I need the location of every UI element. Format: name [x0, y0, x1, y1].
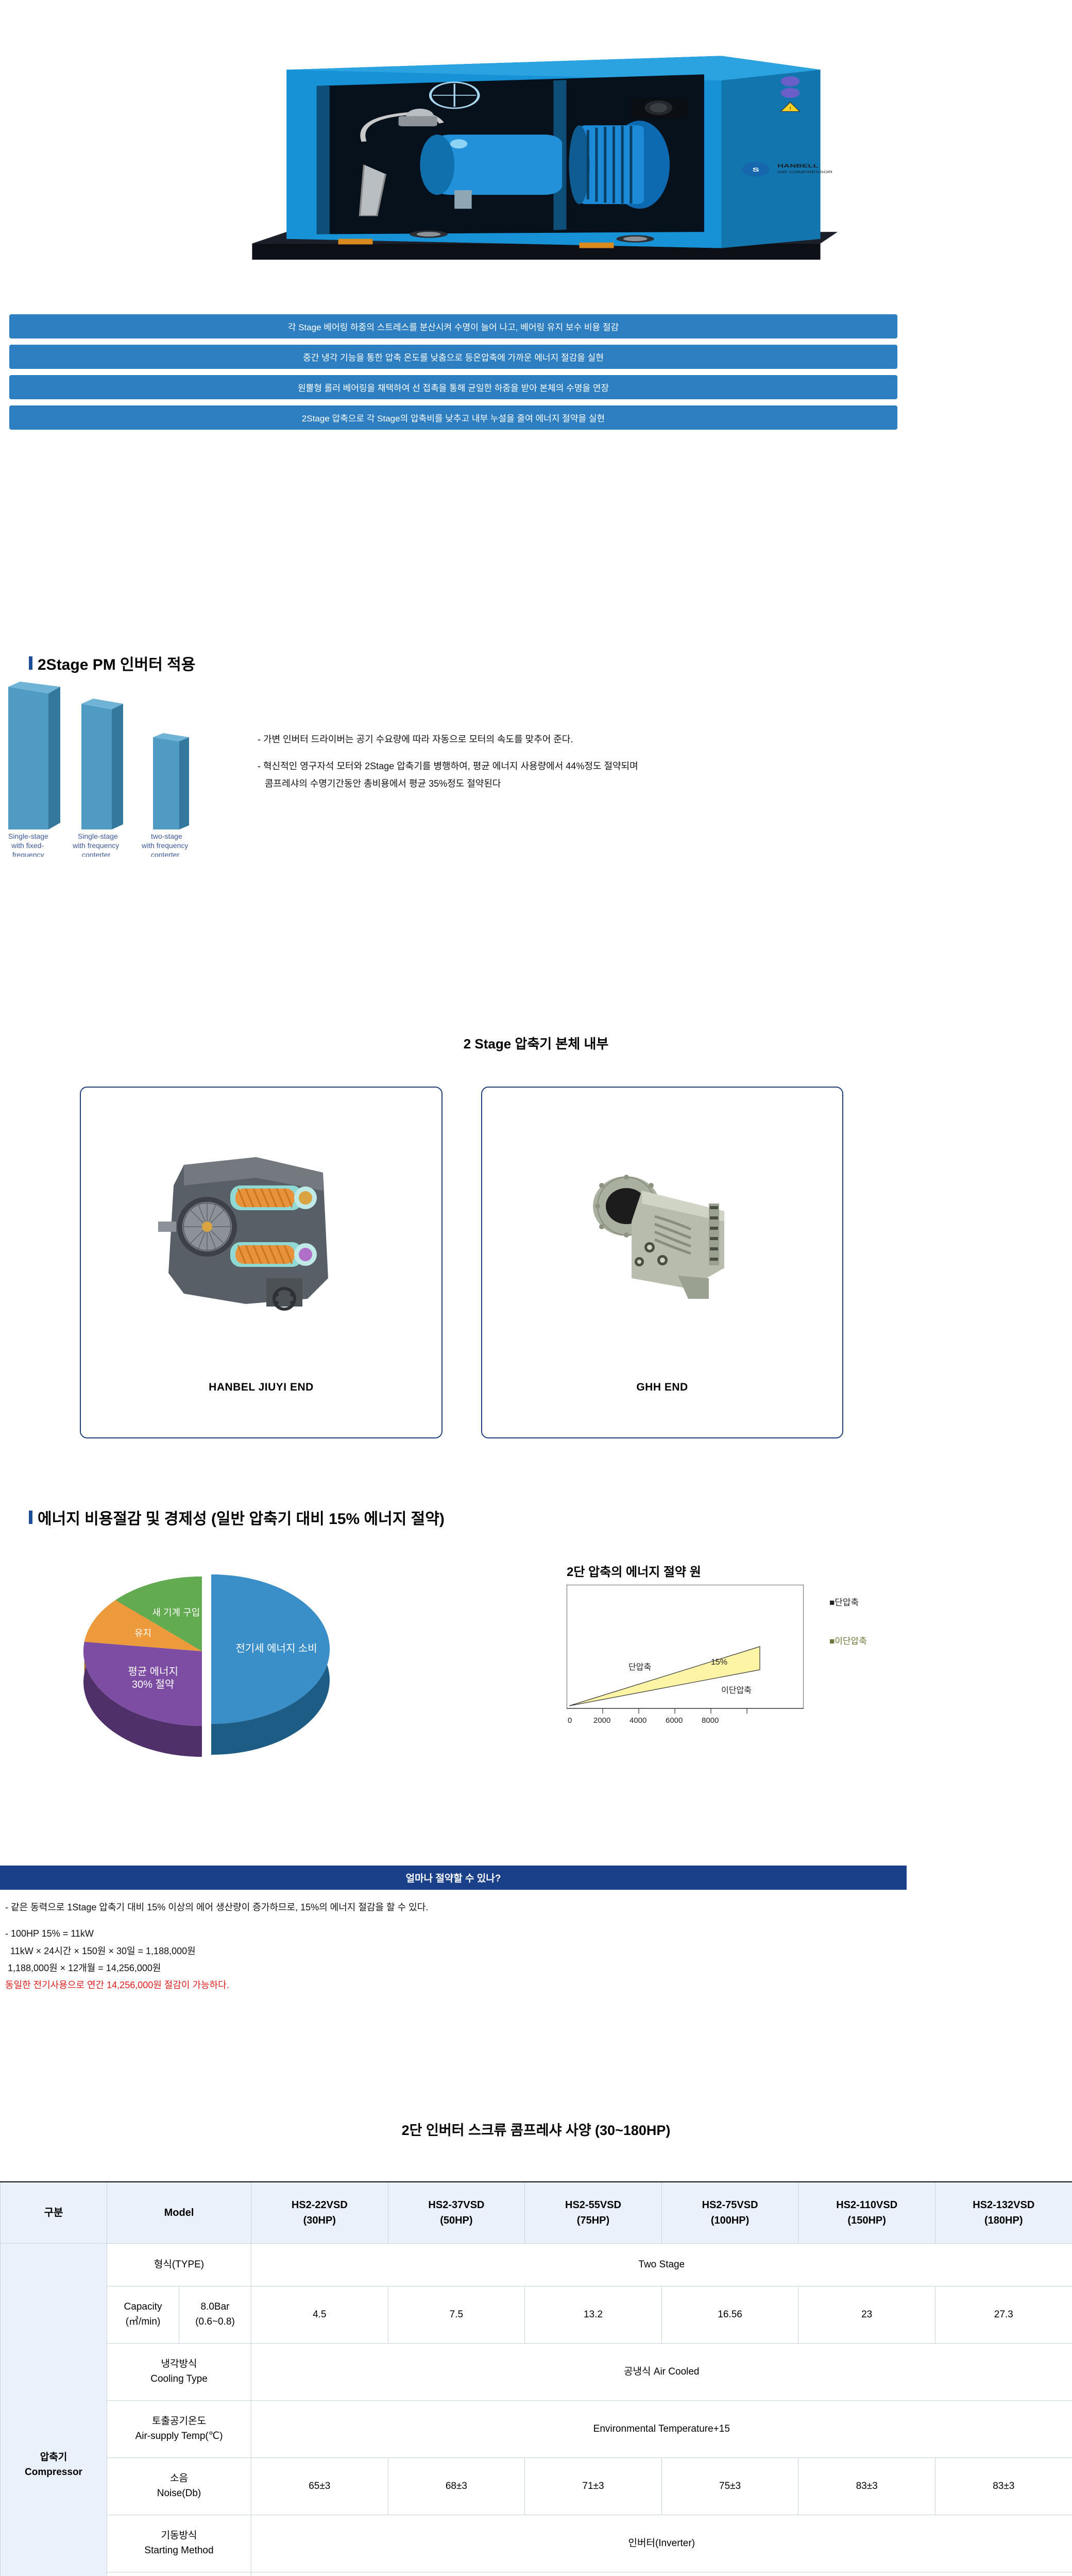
svg-text:S: S: [752, 167, 759, 173]
svg-text:이단압축: 이단압축: [721, 1686, 752, 1695]
svg-text:새 기계 구입: 새 기계 구입: [152, 1607, 200, 1618]
svg-text:Single-stage: Single-stage: [78, 832, 118, 840]
svg-text:30% 절약: 30% 절약: [132, 1679, 174, 1690]
svg-text:8000: 8000: [702, 1716, 719, 1725]
svg-text:with frequency: with frequency: [72, 841, 119, 850]
svg-text:Single-stage: Single-stage: [8, 832, 48, 840]
svg-text:frequency: frequency: [12, 851, 44, 857]
svg-text:0: 0: [568, 1716, 572, 1725]
svg-text:유지: 유지: [134, 1628, 151, 1638]
svg-text:two-stage: two-stage: [151, 832, 182, 840]
svg-text:15%: 15%: [711, 1658, 727, 1667]
svg-text:단압축: 단압축: [628, 1663, 651, 1672]
svg-text:with frequency: with frequency: [141, 841, 188, 850]
svg-text:전기세 에너지 소비: 전기세 에너지 소비: [235, 1642, 317, 1654]
svg-text:!: !: [789, 106, 791, 111]
svg-text:AIR COMPRESSOR: AIR COMPRESSOR: [777, 170, 832, 174]
svg-text:4000: 4000: [629, 1716, 646, 1725]
svg-text:HANBELL: HANBELL: [777, 163, 819, 168]
svg-text:with fixed-: with fixed-: [11, 841, 44, 850]
svg-text:2000: 2000: [593, 1716, 610, 1725]
svg-text:6000: 6000: [666, 1716, 683, 1725]
svg-text:conterter: conterter: [151, 851, 180, 857]
svg-text:평균 에너지: 평균 에너지: [128, 1666, 178, 1677]
svg-text:conterter: conterter: [82, 851, 111, 857]
